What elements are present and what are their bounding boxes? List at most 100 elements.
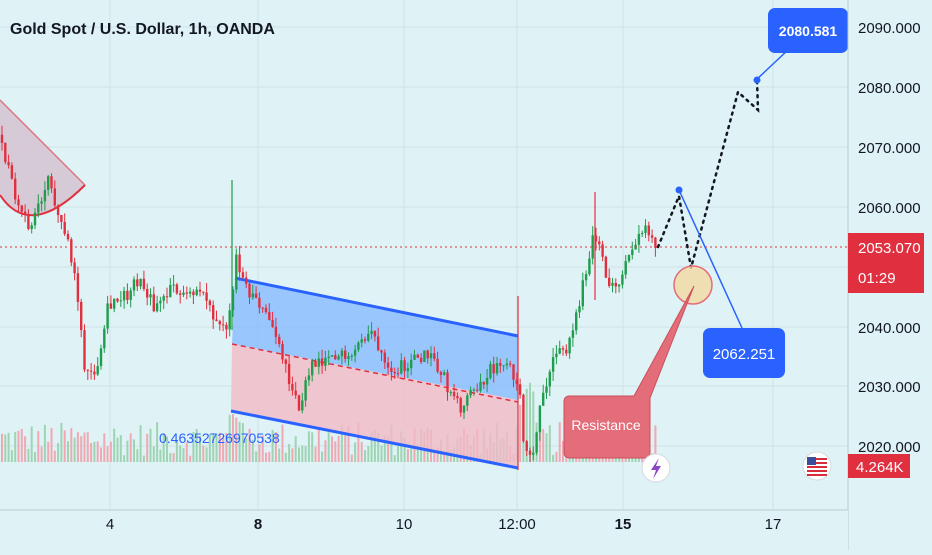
candle (581, 280, 584, 307)
candle (641, 232, 644, 234)
volume-bar (337, 435, 340, 462)
volume-bar (17, 430, 20, 462)
pattern-edge (0, 99, 86, 186)
candle (93, 371, 96, 375)
volume-bar (67, 441, 69, 462)
target-connector-line (755, 47, 791, 81)
candle (106, 303, 109, 329)
candle (604, 256, 608, 278)
candle (17, 199, 20, 206)
candle (485, 377, 489, 385)
candle (47, 176, 50, 190)
target-mid-box[interactable] (703, 328, 785, 378)
volume-bar (416, 445, 419, 462)
volume-bar (301, 445, 304, 462)
candle (495, 363, 499, 374)
candle (650, 235, 654, 238)
countdown-label: 01:29 (858, 270, 896, 287)
volume-bar (555, 451, 558, 462)
candle (109, 303, 113, 309)
volume-bar (443, 453, 446, 462)
candle (499, 363, 502, 366)
lightning-icon-bolt (651, 458, 661, 479)
candle (241, 272, 245, 278)
candle (353, 349, 357, 356)
candle (50, 176, 53, 189)
candle (344, 350, 347, 359)
price-tick-label: 2090.000 (858, 20, 921, 37)
candle (373, 331, 377, 337)
candle (403, 360, 406, 372)
volume-bar (641, 455, 644, 462)
anchor-point (675, 186, 683, 194)
us-flag-canton (807, 457, 816, 465)
volume-bar (558, 422, 561, 462)
volume-bar (225, 433, 228, 462)
volume-bar (116, 437, 119, 462)
volume-bar (294, 436, 297, 462)
candle (56, 205, 60, 215)
candle (311, 360, 314, 376)
candle (103, 328, 106, 349)
volume-tag (848, 454, 910, 478)
candle (502, 365, 505, 367)
candle (198, 289, 202, 292)
volume-bar (93, 441, 96, 462)
candle (23, 211, 27, 214)
candle (291, 384, 294, 391)
volume-bar (27, 448, 30, 462)
volume-bar (208, 434, 211, 462)
candle (304, 380, 307, 401)
volume-bar (53, 450, 56, 462)
volume-bar (271, 429, 274, 462)
candle (76, 273, 80, 302)
candle (162, 296, 165, 301)
volume-bar (321, 451, 324, 462)
candle (136, 279, 139, 287)
target-high-box[interactable] (768, 8, 848, 53)
candle (146, 288, 149, 298)
volume-bar (119, 435, 122, 462)
candle (334, 355, 337, 360)
volume-bar (364, 450, 366, 462)
candle (347, 356, 350, 359)
candle (228, 310, 231, 330)
candle (466, 395, 469, 406)
volume-bar (324, 440, 327, 462)
candle (644, 225, 647, 233)
volume-bar (202, 445, 205, 462)
time-tick-label: 10 (396, 516, 413, 533)
candle (337, 356, 340, 360)
volume-bar (281, 424, 284, 462)
candle (518, 384, 522, 395)
candle (212, 305, 215, 320)
volume-bar (10, 450, 13, 462)
candle (27, 213, 30, 229)
candle (594, 235, 598, 242)
candle (419, 357, 423, 363)
volume-bar (373, 429, 376, 462)
candle (33, 212, 37, 226)
candle (324, 357, 327, 366)
candle (208, 300, 212, 306)
candle (245, 277, 248, 284)
candle (621, 274, 624, 285)
volume-bar (24, 436, 27, 462)
candle (251, 293, 254, 298)
candle (561, 348, 565, 350)
candle (0, 134, 4, 143)
volume-bar (360, 441, 363, 462)
volume-bar (212, 433, 215, 462)
volume-bar (50, 428, 53, 462)
volume-bar (109, 441, 112, 462)
candle (60, 214, 63, 222)
volume-bar (261, 435, 264, 462)
resistance-label: Resistance (571, 417, 640, 433)
candle (390, 367, 393, 372)
candle (476, 389, 479, 391)
candle (360, 339, 363, 343)
volume-bar (331, 436, 333, 462)
volume-bar (149, 428, 152, 462)
